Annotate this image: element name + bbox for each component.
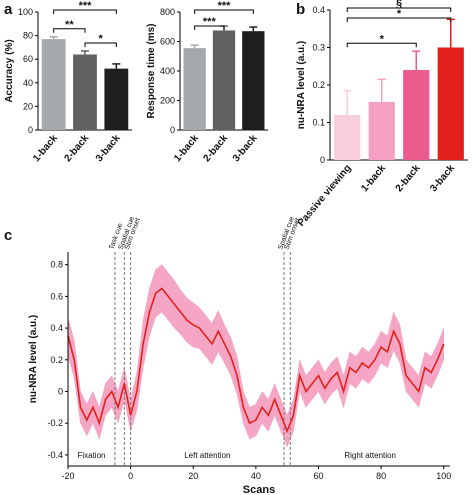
y-tick-label: 0.8 bbox=[50, 260, 63, 270]
y-tick-label: 0 bbox=[58, 386, 63, 396]
y-axis-label: nu-NRA level (a.u.) bbox=[296, 41, 307, 130]
sig-label: *** bbox=[79, 0, 93, 12]
x-tick-label: 3-back bbox=[428, 163, 457, 195]
y-tick-label: -0.4 bbox=[47, 450, 63, 460]
x-tick-label: 2-back bbox=[63, 133, 92, 165]
sig-label: ** bbox=[65, 19, 74, 31]
bar bbox=[334, 115, 361, 160]
x-tick-label: 2-back bbox=[202, 133, 231, 165]
y-tick-label: 80 bbox=[23, 31, 33, 41]
y-axis-label: Accuracy (%) bbox=[4, 39, 15, 102]
sig-label: * bbox=[380, 33, 385, 45]
sig-label: * bbox=[397, 8, 402, 20]
x-tick-label: 0 bbox=[128, 471, 133, 481]
y-tick-label: 0 bbox=[170, 125, 175, 135]
bar bbox=[104, 68, 129, 130]
y-tick-label: 400 bbox=[160, 66, 175, 76]
bar bbox=[73, 54, 97, 131]
y-axis-label: nu-NRA level (a.u.) bbox=[28, 315, 39, 404]
y-tick-label: 0.3 bbox=[312, 43, 325, 53]
sig-bracket bbox=[53, 28, 86, 33]
y-tick-label: 60 bbox=[23, 54, 33, 64]
y-tick-label: 0 bbox=[28, 125, 33, 135]
x-axis-label: Scans bbox=[243, 484, 275, 495]
y-axis-label: Response time (ms) bbox=[146, 23, 157, 118]
bar bbox=[437, 47, 464, 160]
x-tick-label: 1-back bbox=[172, 133, 201, 165]
line bbox=[67, 287, 445, 434]
y-tick-label: 100 bbox=[18, 7, 33, 17]
x-tick-label: -20 bbox=[61, 471, 74, 481]
sig-bracket bbox=[346, 42, 417, 48]
sig-bracket bbox=[346, 7, 452, 12]
y-tick-label: 0.4 bbox=[312, 5, 325, 15]
y-tick-label: 0 bbox=[320, 155, 325, 165]
panel-label: c bbox=[4, 227, 12, 244]
panel-label: b bbox=[296, 1, 305, 18]
x-tick-label: 2-back bbox=[394, 163, 423, 195]
sig-bracket bbox=[194, 9, 254, 14]
x-tick-label: 60 bbox=[313, 471, 323, 481]
bar bbox=[368, 101, 395, 160]
bar bbox=[183, 48, 206, 131]
y-tick-label: 800 bbox=[160, 7, 175, 17]
sig-bracket bbox=[84, 42, 117, 47]
sig-label: § bbox=[396, 0, 402, 10]
y-tick-label: 200 bbox=[160, 96, 175, 106]
bar bbox=[242, 31, 265, 130]
x-tick-label: Passive viewing bbox=[296, 163, 354, 229]
bar bbox=[41, 39, 66, 130]
sig-label: *** bbox=[203, 16, 217, 28]
y-tick-label: 0.4 bbox=[50, 323, 63, 333]
sig-bracket bbox=[194, 25, 225, 30]
x-tick-label: 3-back bbox=[94, 133, 123, 165]
x-tick-label: 1-back bbox=[359, 163, 388, 195]
x-tick-label: 100 bbox=[436, 471, 451, 481]
sig-bracket bbox=[53, 9, 117, 14]
x-tick-label: 3-back bbox=[231, 133, 260, 165]
x-tick-label: 80 bbox=[376, 471, 386, 481]
y-tick-label: 0.1 bbox=[312, 118, 325, 128]
sig-label: * bbox=[99, 33, 104, 45]
x-tick-label: 1-back bbox=[31, 133, 60, 165]
y-tick-label: 0.2 bbox=[312, 80, 325, 90]
y-tick-label: 0.6 bbox=[50, 291, 63, 301]
region-label: Fixation bbox=[77, 451, 105, 460]
bar bbox=[212, 30, 236, 130]
sig-bracket bbox=[346, 17, 452, 22]
x-tick-label: 40 bbox=[251, 471, 261, 481]
y-tick-label: 20 bbox=[23, 101, 33, 111]
sig-label: *** bbox=[218, 0, 232, 12]
y-tick-label: -0.2 bbox=[47, 418, 63, 428]
panel-label: a bbox=[4, 1, 13, 18]
region-label: Left attention bbox=[184, 451, 230, 460]
region-label: Right attention bbox=[344, 451, 396, 460]
y-tick-label: 40 bbox=[23, 78, 33, 88]
y-tick-label: 0.2 bbox=[50, 355, 63, 365]
x-tick-label: 20 bbox=[188, 471, 198, 481]
y-tick-label: 600 bbox=[160, 37, 175, 47]
bar bbox=[403, 70, 430, 160]
